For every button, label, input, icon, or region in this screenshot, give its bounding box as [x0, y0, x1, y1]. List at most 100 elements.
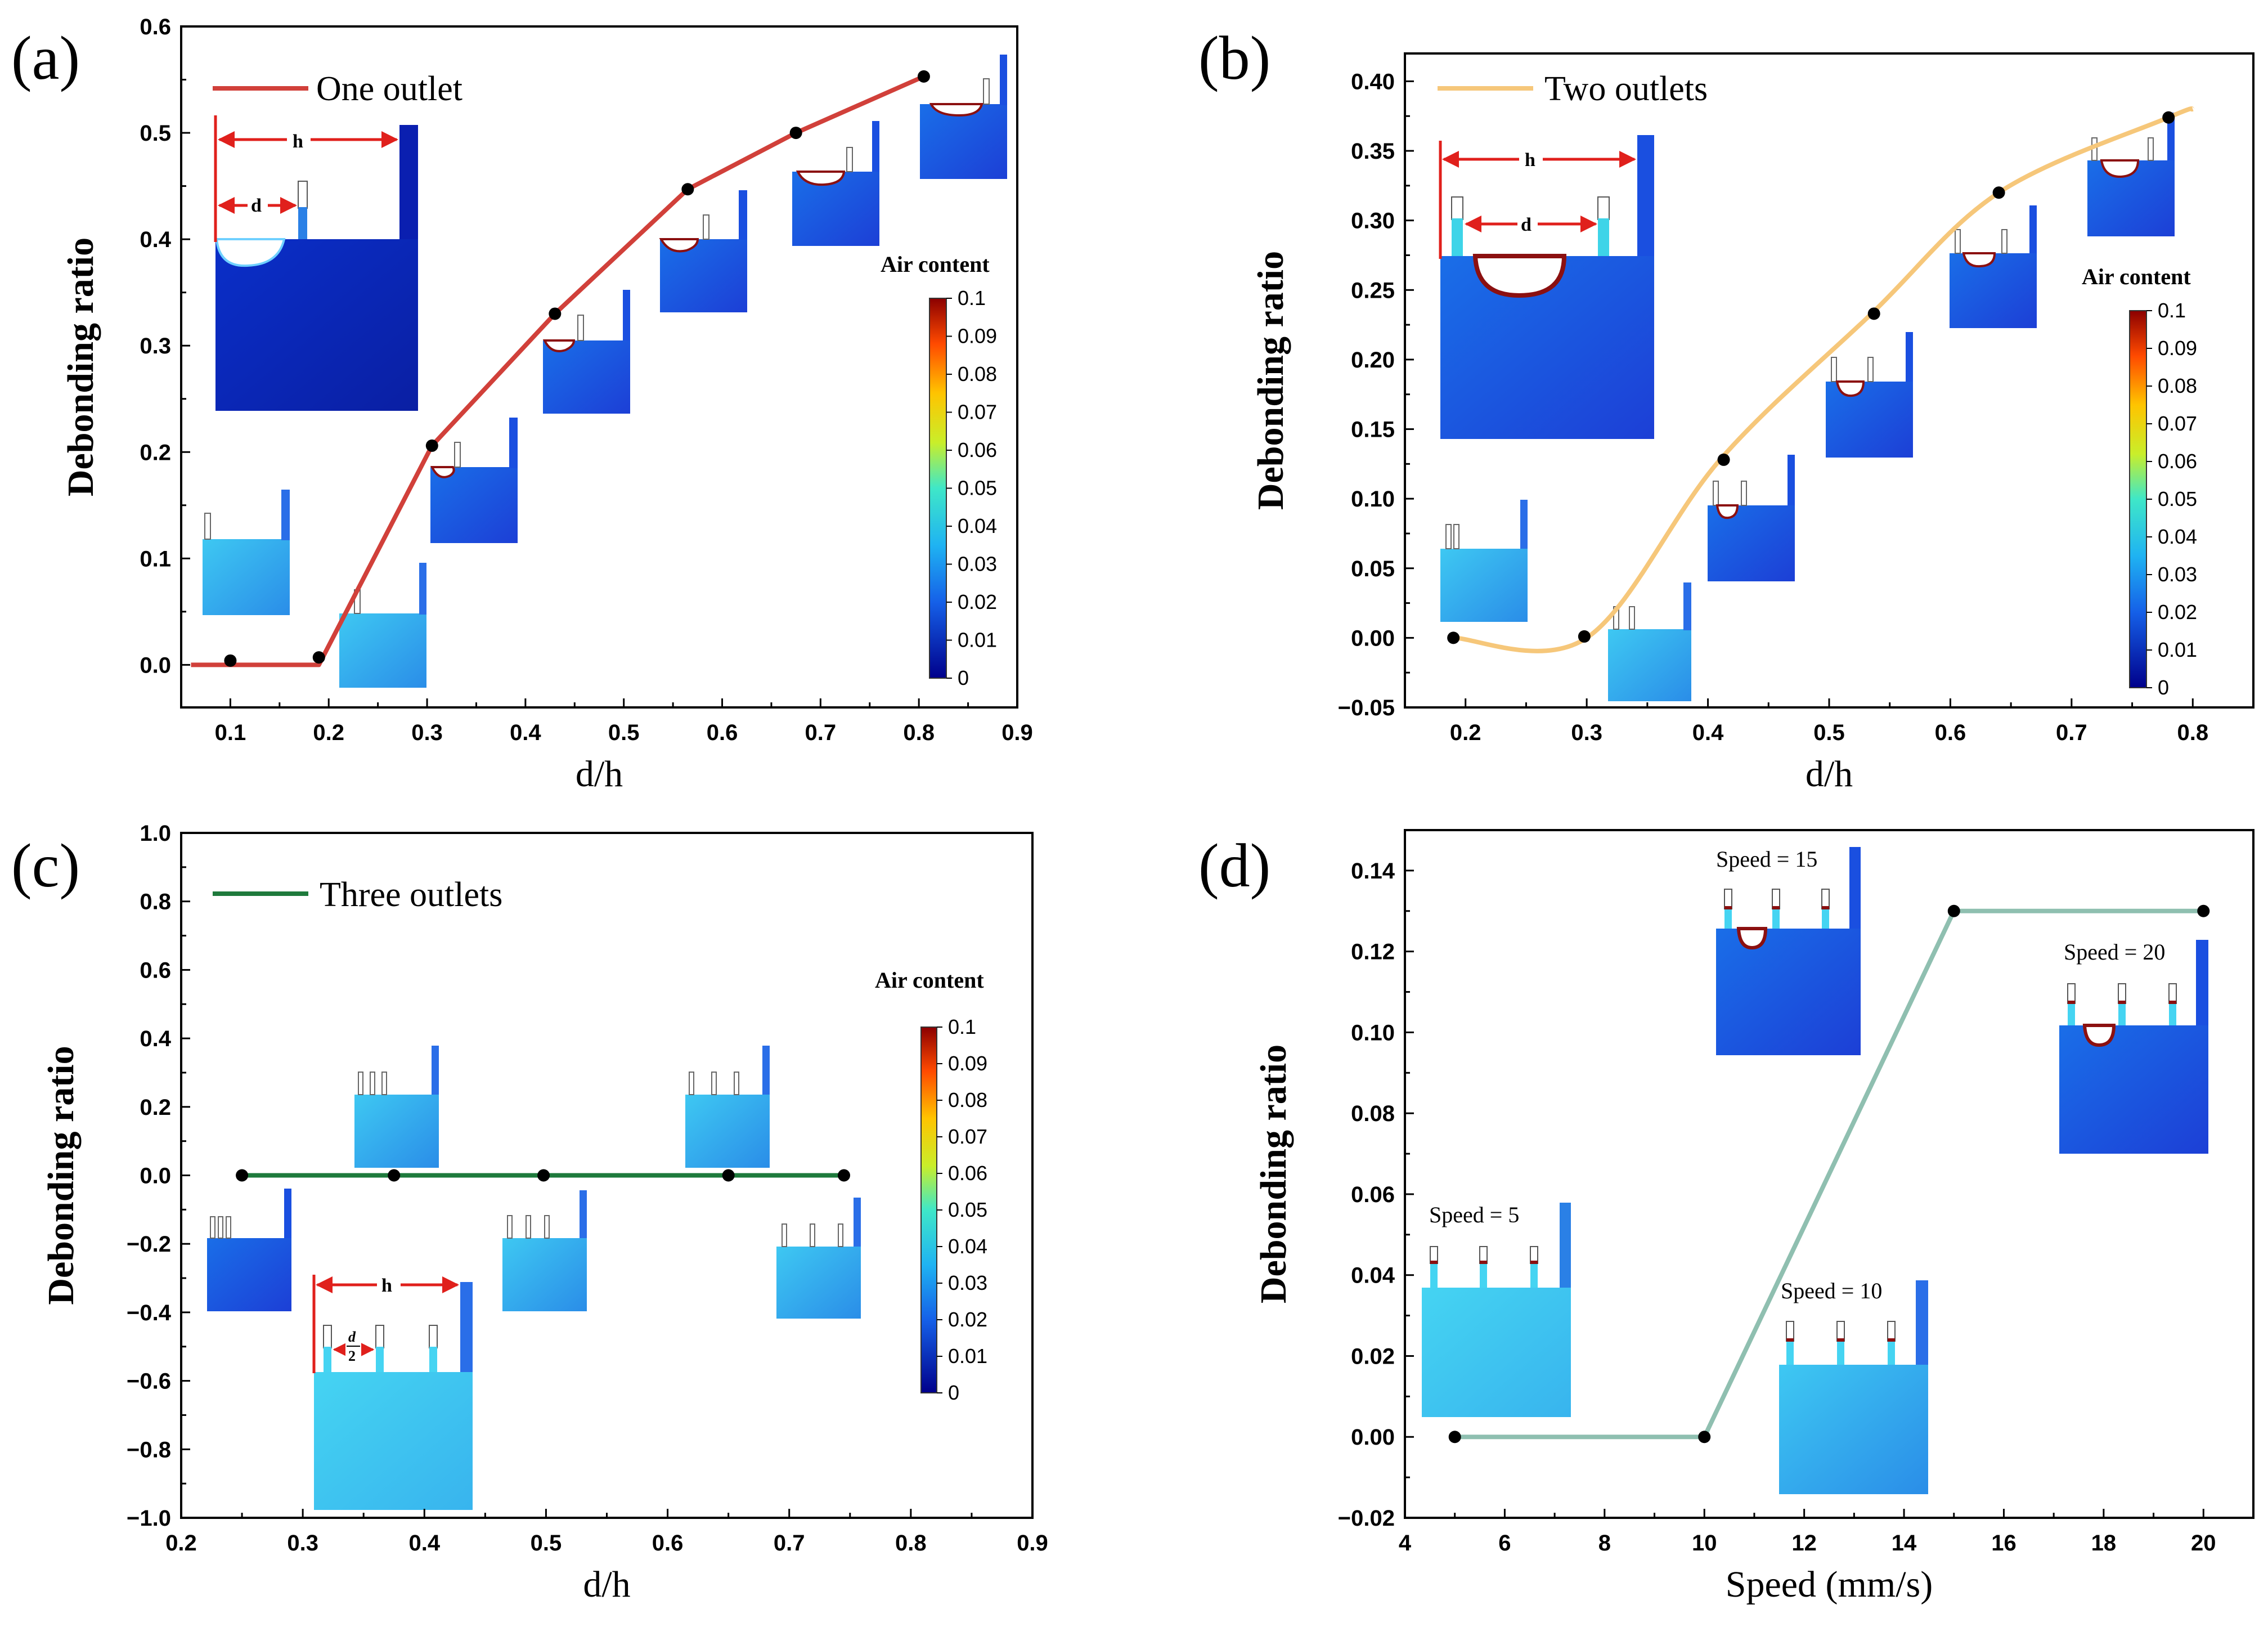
y-tick-label: 0.25: [1351, 278, 1395, 303]
y-tick-label: 0.1: [140, 546, 171, 571]
series-line-d: [1454, 908, 2204, 1440]
colorbar-tick-label: 0.1: [958, 286, 986, 310]
colorbar-tick-label: 0.09: [2158, 337, 2197, 360]
inset-c-4: [685, 1046, 770, 1168]
diagram-label-d-a: d: [251, 195, 262, 216]
data-point: [1448, 1431, 1461, 1444]
colorbar-tick-label: 0.07: [958, 401, 997, 424]
y-tick-label: −0.4: [127, 1301, 172, 1325]
data-point: [388, 1169, 401, 1182]
colorbar-title-a: Air content: [881, 252, 990, 277]
inset-a-3: [430, 418, 518, 543]
inset-c-3: [502, 1190, 587, 1311]
x-tick-label: 0.3: [1571, 720, 1602, 745]
y-tick-label: 0.6: [140, 15, 171, 39]
x-tick-label: 10: [1692, 1531, 1717, 1556]
inset-a-1: [203, 490, 290, 615]
x-tick-label: 0.2: [313, 720, 344, 745]
inset-b-1: [1440, 500, 1528, 622]
panel-a: (a) h d 0.1 0.2 0.3 0.4 0.5 0: [11, 15, 1033, 795]
colorbar-tick-label: 0.04: [958, 514, 997, 537]
inset-c-2: [354, 1046, 439, 1168]
y-tick-label: 0.00: [1351, 626, 1395, 651]
colorbar-tick-label: 0.06: [958, 438, 997, 461]
y-tick-label: 0.10: [1351, 1020, 1395, 1045]
colorbar-tick-label: 0.08: [2158, 374, 2197, 397]
y-tick-label: 0.06: [1351, 1182, 1395, 1207]
colorbar-gradient-c: [921, 1027, 937, 1393]
x-tick-label: 0.5: [608, 720, 640, 745]
colorbar-tick-label: 0: [948, 1381, 959, 1404]
axes-frame-a: [180, 25, 1018, 709]
plot-area-a: 0.1 0.2 0.3 0.4 0.5 0.6 0.7 0.8 0.9 0.0 0.1 0.2 0.3 0…: [60, 15, 1033, 795]
x-tick-label: 0.7: [774, 1531, 805, 1556]
inset-diagram-a: [215, 239, 418, 411]
data-point: [1698, 1431, 1711, 1444]
legend-label-b: Two outlets: [1544, 70, 1708, 108]
y-tick-label: 0.4: [140, 227, 171, 252]
colorbar-tick-label: 0.02: [958, 590, 997, 613]
colorbar-tick-label: 0.02: [948, 1308, 987, 1331]
x-tick-label: 0.8: [895, 1531, 927, 1556]
legend-label-a: One outlet: [316, 70, 462, 108]
x-tick-label: 0.1: [215, 720, 246, 745]
plot-area-b: 0.2 0.3 0.4 0.5 0.6 0.7 0.8−0.050.000.050.100.…: [1250, 52, 2254, 795]
x-axis-title: d/h: [576, 754, 623, 795]
colorbar-gradient-b: [2130, 311, 2146, 688]
y-tick-label: 0.6: [140, 958, 171, 983]
data-point: [224, 654, 237, 667]
data-point: [236, 1169, 249, 1182]
inset-b-3: [1708, 455, 1795, 581]
annotation-speed-20: Speed = 20: [2064, 939, 2165, 965]
inset-d-speed-5: [1422, 1203, 1571, 1417]
panel-label-b: (b): [1198, 24, 1270, 92]
colorbar-ticks-b: 0.1 0.09 0.08 0.07 0.06 0.05 0.04 0.03 0.02 0.01 0: [2129, 299, 2197, 699]
x-tick-label: 0.6: [652, 1531, 684, 1556]
colorbar-c: Air content 0.10.090.080.070.060.050.040…: [875, 967, 987, 1404]
legend-c: Three outlets: [213, 876, 502, 914]
simulation-insets-d: Speed = 5 Speed = 10 Speed = 15 Speed = …: [1422, 846, 2208, 1494]
x-axis-title: Speed (mm/s): [1726, 1564, 1933, 1605]
panel-d: (d): [1198, 829, 2254, 1605]
y-tick-label: −1.0: [127, 1506, 171, 1531]
colorbar-gradient-a: [929, 298, 946, 678]
legend-b: Two outlets: [1438, 70, 1708, 108]
colorbar-tick-label: 0.09: [948, 1052, 987, 1075]
simulation-insets-c: h d 2: [207, 1046, 861, 1510]
x-tick-label: 0.7: [805, 720, 837, 745]
data-point: [1447, 631, 1460, 644]
inset-a-5: [659, 190, 747, 312]
colorbar-ticks-a: 0.1 0.09 0.08 0.07 0.06 0.05 0.04 0.03 0.02 0.01 0: [929, 286, 997, 689]
panel-label-d: (d): [1198, 831, 1270, 900]
colorbar-tick-label: 0.04: [2158, 525, 2197, 548]
y-tick-label: 0.8: [140, 890, 171, 915]
y-tick-label: 0.35: [1351, 139, 1395, 164]
x-tick-label: 0.2: [1450, 720, 1481, 745]
data-point: [837, 1169, 850, 1182]
data-point: [1947, 904, 1960, 917]
inset-c-1: [207, 1189, 291, 1311]
inset-a-4: [542, 290, 630, 414]
x-tick-label: 20: [2191, 1531, 2216, 1556]
legend-label-c: Three outlets: [320, 876, 502, 914]
colorbar-tick-label: 0.08: [958, 362, 997, 386]
data-point: [1867, 307, 1880, 320]
inset-d-speed-10: [1779, 1280, 1928, 1494]
panel-label-a: (a): [11, 24, 80, 92]
colorbar-tick-label: 0.03: [958, 553, 997, 576]
inset-a-6: [792, 121, 879, 246]
data-point: [681, 183, 694, 196]
colorbar-tick-label: 0: [958, 666, 969, 689]
series-line-a: [191, 74, 925, 667]
diagram-label-h-c: h: [381, 1275, 392, 1296]
simulation-insets-b: h d: [1439, 113, 2175, 701]
x-tick-label: 0.2: [165, 1531, 197, 1556]
inset-c-5: [776, 1198, 861, 1319]
y-axis-title: Debonding ratio: [1250, 251, 1291, 510]
y-tick-label: 0.40: [1351, 69, 1395, 94]
x-tick-label: 0.7: [2056, 720, 2087, 745]
plot-area-c: 0.2 0.3 0.4 0.5 0.6 0.7 0.8 0.9 −1.0 −0.8 −0.6 −0.4…: [41, 821, 1048, 1605]
x-tick-label: 0.9: [1017, 1531, 1048, 1556]
panel-b: (b) h d 0.2 0.3 0.4 0.5 0.6 0.7 0.8 −0.05 0.00 0.…: [1198, 24, 2254, 795]
